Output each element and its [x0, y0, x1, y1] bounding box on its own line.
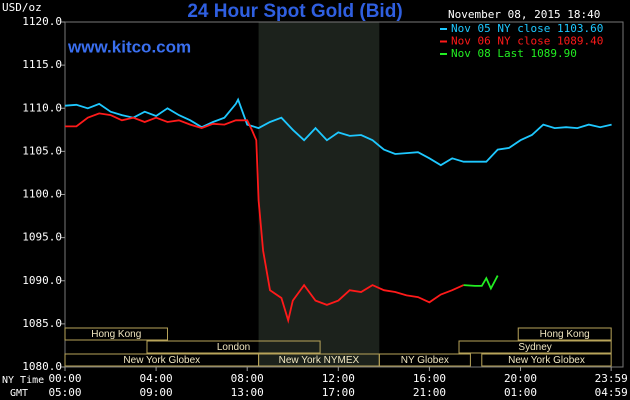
price-line — [463, 275, 499, 291]
session-label: Sydney — [518, 342, 551, 353]
y-unit: USD/oz — [2, 1, 42, 14]
legend-label: Nov 06 NY close 1089.40 — [451, 35, 603, 48]
x-tick-label: 16:00 — [413, 372, 446, 385]
x-row-label: NY Time — [2, 375, 44, 386]
legend-label: Nov 05 NY close 1103.60 — [451, 22, 603, 35]
session-box — [146, 340, 321, 354]
x-tick-label-gmt: 01:00 — [504, 386, 537, 399]
plot-background — [258, 22, 380, 367]
y-tick-label: 1095.0 — [22, 231, 62, 244]
session-shade — [258, 22, 380, 367]
x-tick-label: 08:00 — [231, 372, 264, 385]
website: www.kitco.com — [67, 37, 191, 56]
y-tick-label: 1115.0 — [22, 58, 62, 71]
session-box — [378, 353, 471, 367]
y-tick-label: 1100.0 — [22, 188, 62, 201]
y-tick-label: 1120.0 — [22, 15, 62, 28]
session-label: New York NYMEX — [279, 355, 360, 366]
x-tick-label-gmt: 13:00 — [231, 386, 264, 399]
x-tick-label: 12:00 — [322, 372, 355, 385]
x-tick-label: 23:59 — [595, 372, 628, 385]
x-tick-label-gmt: 17:00 — [322, 386, 355, 399]
y-tick-label: 1085.0 — [22, 317, 62, 330]
session-box — [458, 340, 612, 354]
session-box — [481, 353, 612, 367]
session-label: New York Globex — [123, 355, 200, 366]
session-label: NY Globex — [401, 355, 449, 366]
session-label: London — [217, 342, 250, 353]
session-label: Hong Kong — [91, 329, 141, 340]
y-tick-label: 1110.0 — [22, 101, 62, 114]
y-tick-label: 1105.0 — [22, 144, 62, 157]
chart-title: 24 Hour Spot Gold (Bid) — [187, 1, 402, 22]
price-line — [64, 97, 612, 167]
x-tick-label: 04:00 — [140, 372, 173, 385]
session-label: New York Globex — [508, 355, 585, 366]
y-tick-label: 1080.0 — [22, 360, 62, 373]
x-tick-label-gmt: 21:00 — [413, 386, 446, 399]
x-tick-label-gmt: 04:59 — [595, 386, 628, 399]
session-box — [64, 327, 168, 341]
session-label: Hong Kong — [540, 329, 590, 340]
session-box — [517, 327, 612, 341]
x-tick-label-gmt: 09:00 — [140, 386, 173, 399]
x-row-label: GMT — [10, 388, 28, 399]
legend-label: Nov 08 Last 1089.90 — [451, 47, 577, 60]
x-tick-label-gmt: 05:00 — [48, 386, 81, 399]
y-tick-label: 1090.0 — [22, 274, 62, 287]
timestamp: November 08, 2015 18:40 — [448, 8, 600, 21]
x-tick-label: 20:00 — [504, 372, 537, 385]
price-line — [65, 112, 464, 324]
x-tick-label: 00:00 — [48, 372, 81, 385]
